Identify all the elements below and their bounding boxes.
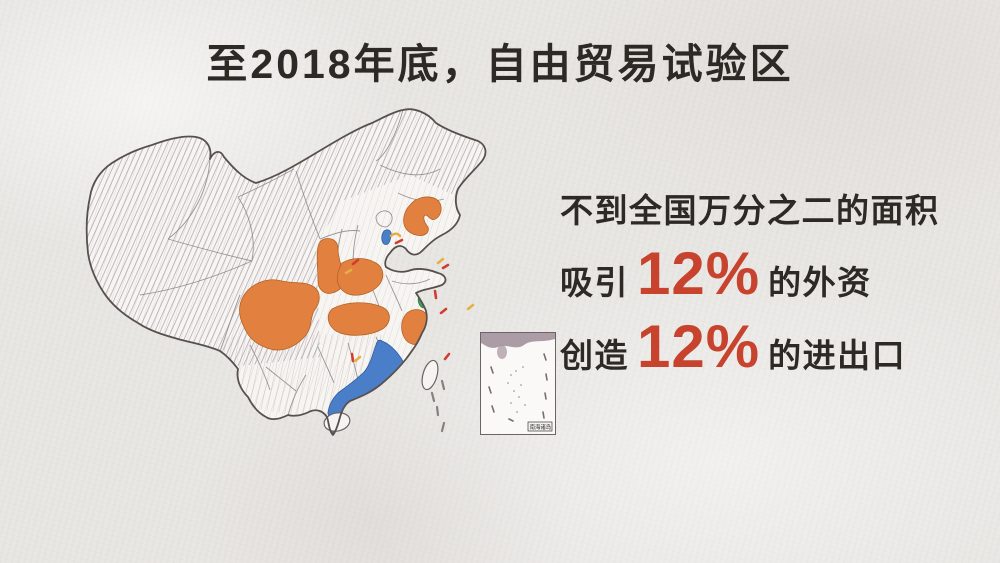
inset-mainland-coast xyxy=(481,333,555,348)
inset-coast-blob xyxy=(497,345,507,359)
slide-title: 至2018年底，自由贸易试验区 xyxy=(206,41,794,87)
stat-fdi-line: 吸引 12% 的外资 xyxy=(560,242,990,305)
inset-label-box xyxy=(527,421,553,432)
stat-area-line: 不到全国万分之二的面积 xyxy=(560,184,990,232)
inset-svg: 南海诸岛 xyxy=(481,333,555,432)
inset-islands xyxy=(488,353,548,430)
south-china-sea-inset: 南海诸岛 xyxy=(480,332,556,435)
coastal-dashes xyxy=(344,232,475,363)
china-map xyxy=(80,104,490,466)
china-map-svg xyxy=(85,108,487,436)
region-hubei xyxy=(327,302,390,336)
stat-trade-line: 创造 12% 的进出口 xyxy=(560,315,990,378)
region-tianjin xyxy=(381,229,392,245)
stat-fdi-value: 12% xyxy=(637,240,761,307)
stat-fdi-prefix: 吸引 xyxy=(560,264,629,301)
offshore-island-dashes xyxy=(430,379,446,433)
stat-trade-prefix: 创造 xyxy=(560,337,629,374)
taiwan-outline xyxy=(421,359,439,391)
region-sichuan-chongqing xyxy=(239,279,320,351)
region-liaoning xyxy=(403,196,442,236)
hainan-outline xyxy=(323,412,351,432)
stat-fdi-suffix: 的外资 xyxy=(768,264,872,301)
stat-trade-suffix: 的进出口 xyxy=(768,337,907,374)
stat-area-text: 不到全国万分之二的面积 xyxy=(560,192,940,229)
region-henan xyxy=(336,258,384,296)
inset-island-dots xyxy=(507,366,526,413)
stat-trade-value: 12% xyxy=(637,313,761,380)
inset-label: 南海诸岛 xyxy=(530,423,552,431)
stats-block: 不到全国万分之二的面积 吸引 12% 的外资 创造 12% 的进出口 xyxy=(560,184,990,378)
taiwan-hainan-islands xyxy=(323,359,439,432)
